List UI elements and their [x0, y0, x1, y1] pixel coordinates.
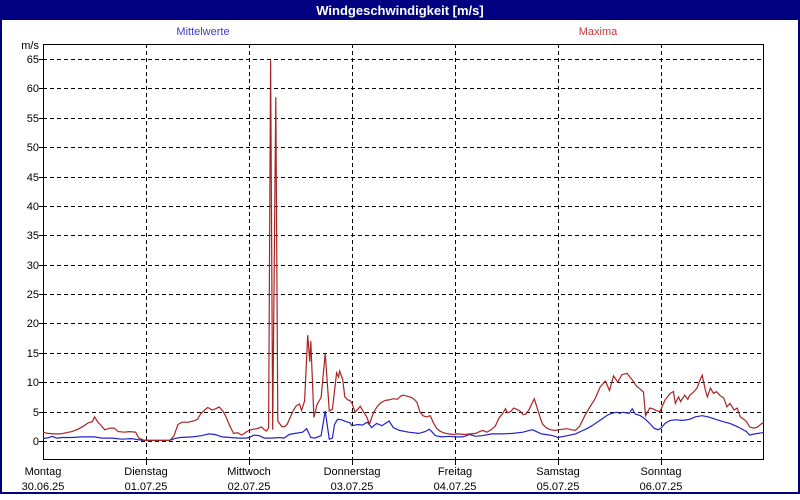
y-axis-unit-label: m/s: [21, 40, 39, 52]
legend-maxima-label: Maxima: [578, 26, 618, 38]
x-axis-day-label: Freitag: [437, 466, 473, 478]
y-axis-tick-label: 35: [26, 230, 39, 243]
x-axis-day-label: Montag: [24, 466, 62, 478]
y-axis-tick-label: 0: [32, 436, 39, 448]
x-axis-date-label: 06.07.25: [639, 481, 683, 493]
y-axis-tick-label: 10: [26, 377, 39, 390]
y-axis-tick-label: 30: [26, 259, 39, 272]
y-axis-tick-label: 5: [32, 406, 39, 419]
y-axis-tick-label: 25: [26, 289, 39, 302]
x-axis-date-label: 02.07.25: [227, 481, 271, 493]
maxima-series-line: [42, 60, 765, 441]
y-axis-tick-label: 40: [26, 200, 39, 213]
y-axis-tick-label: 50: [26, 142, 39, 155]
x-axis-date-label: 30.06.25: [21, 481, 65, 493]
x-axis-date-label: 03.07.25: [330, 481, 374, 493]
legend-mittelwerte-label: Mittelwerte: [176, 26, 230, 38]
y-axis-tick-label: 55: [26, 112, 39, 125]
chart-title: Windgeschwindigkeit [m/s]: [316, 3, 484, 18]
x-axis-date-label: 04.07.25: [433, 481, 477, 493]
x-axis-day-label: Sonntag: [640, 466, 682, 478]
y-axis-tick-label: 65: [26, 54, 39, 66]
plot-area: [39, 44, 765, 465]
plot-frame: [43, 44, 764, 460]
x-axis-day-label: Mittwoch: [227, 466, 271, 478]
x-axis-day-label: Samstag: [536, 466, 580, 478]
x-axis-day-label: Dienstag: [124, 466, 168, 478]
chart-title-bar: Windgeschwindigkeit [m/s]: [2, 2, 798, 20]
y-axis-tick-label: 45: [26, 171, 39, 184]
y-axis-tick-label: 60: [26, 83, 39, 96]
x-axis-date-label: 01.07.25: [124, 481, 168, 493]
x-axis-date-label: 05.07.25: [536, 481, 580, 493]
x-axis-day-label: Donnerstag: [323, 466, 381, 478]
mittelwerte-series-line: [42, 407, 765, 441]
y-axis-tick-label: 15: [26, 347, 39, 360]
y-axis-tick-label: 20: [26, 318, 39, 331]
